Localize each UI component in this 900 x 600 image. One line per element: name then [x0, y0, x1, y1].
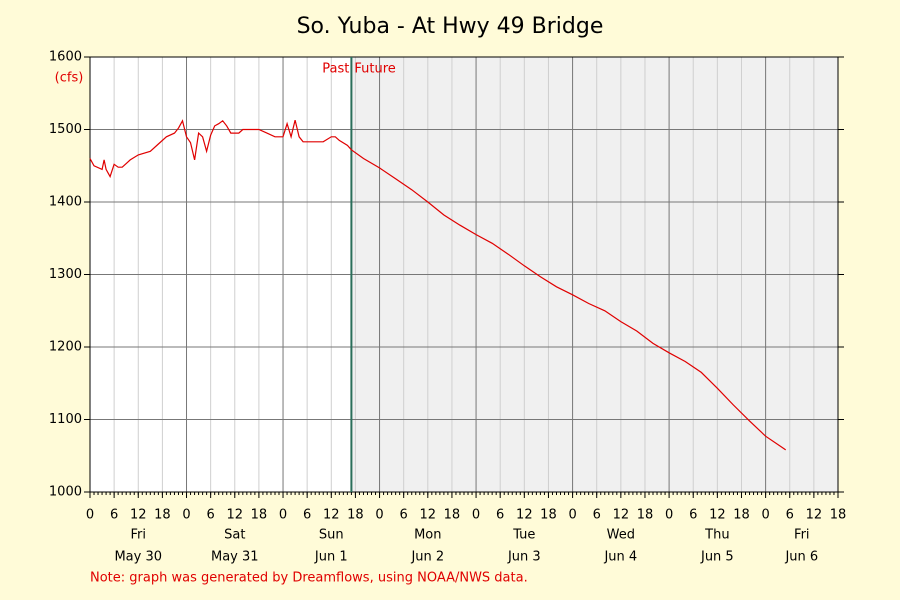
y-tick-label: 1100	[49, 412, 82, 427]
date-label: Jun 2	[410, 550, 444, 565]
y-axis-label: (cfs)	[55, 71, 84, 86]
x-tick-label: 0	[279, 508, 287, 523]
x-tick-label: 12	[806, 508, 823, 523]
x-tick-label: 0	[375, 508, 383, 523]
flow-line	[89, 119, 787, 451]
x-tick-label: 18	[637, 508, 654, 523]
past-label: Past	[322, 62, 349, 77]
x-tick-label: 18	[540, 508, 557, 523]
x-tick-label: 0	[86, 508, 94, 523]
x-tick-label: 0	[665, 508, 673, 523]
y-tick-label: 1400	[49, 195, 82, 210]
x-tick-label: 0	[472, 508, 480, 523]
plot-border	[89, 56, 839, 493]
x-tick-label: 6	[400, 508, 408, 523]
date-label: Jun 4	[603, 550, 637, 565]
x-tick-label: 12	[709, 508, 726, 523]
x-tick-label: 6	[303, 508, 311, 523]
date-label: Jun 5	[700, 550, 734, 565]
x-tick-label: 12	[227, 508, 244, 523]
y-tick-label: 1300	[49, 267, 82, 282]
weekday-label: Thu	[704, 528, 729, 543]
note: Note: graph was generated by Dreamflows,…	[90, 571, 528, 586]
y-tick-label: 1500	[49, 122, 82, 137]
date-label: Jun 3	[507, 550, 541, 565]
x-tick-label: 18	[444, 508, 461, 523]
weekday-label: Fri	[131, 528, 147, 543]
date-label: Jun 1	[314, 550, 348, 565]
x-tick-label: 18	[251, 508, 268, 523]
weekday-label: Wed	[607, 528, 635, 543]
x-tick-label: 18	[154, 508, 171, 523]
future-label: Future	[354, 62, 395, 77]
x-tick-label: 18	[733, 508, 750, 523]
x-tick-label: 0	[568, 508, 576, 523]
x-tick-label: 6	[207, 508, 215, 523]
x-tick-label: 6	[110, 508, 118, 523]
weekday-label: Fri	[794, 528, 810, 543]
x-tick-label: 6	[593, 508, 601, 523]
date-label: May 31	[211, 550, 259, 565]
y-tick-label: 1600	[49, 50, 82, 65]
y-tick-label: 1000	[49, 485, 82, 500]
x-tick-label: 18	[830, 508, 847, 523]
x-tick-label: 6	[496, 508, 504, 523]
weekday-label: Mon	[414, 528, 441, 543]
date-label: Jun 6	[784, 550, 818, 565]
x-tick-label: 18	[347, 508, 364, 523]
chart-title: So. Yuba - At Hwy 49 Bridge	[297, 14, 604, 39]
x-tick-label: 12	[130, 508, 147, 523]
x-tick-label: 6	[689, 508, 697, 523]
weekday-label: Tue	[512, 528, 535, 543]
x-tick-label: 0	[761, 508, 769, 523]
y-tick-label: 1200	[49, 340, 82, 355]
x-tick-label: 0	[182, 508, 190, 523]
x-tick-label: 12	[613, 508, 630, 523]
x-tick-label: 12	[516, 508, 533, 523]
x-tick-label: 12	[323, 508, 340, 523]
x-tick-label: 6	[786, 508, 794, 523]
date-label: May 30	[114, 550, 162, 565]
x-tick-label: 12	[420, 508, 437, 523]
weekday-label: Sat	[224, 528, 245, 543]
weekday-label: Sun	[319, 528, 344, 543]
